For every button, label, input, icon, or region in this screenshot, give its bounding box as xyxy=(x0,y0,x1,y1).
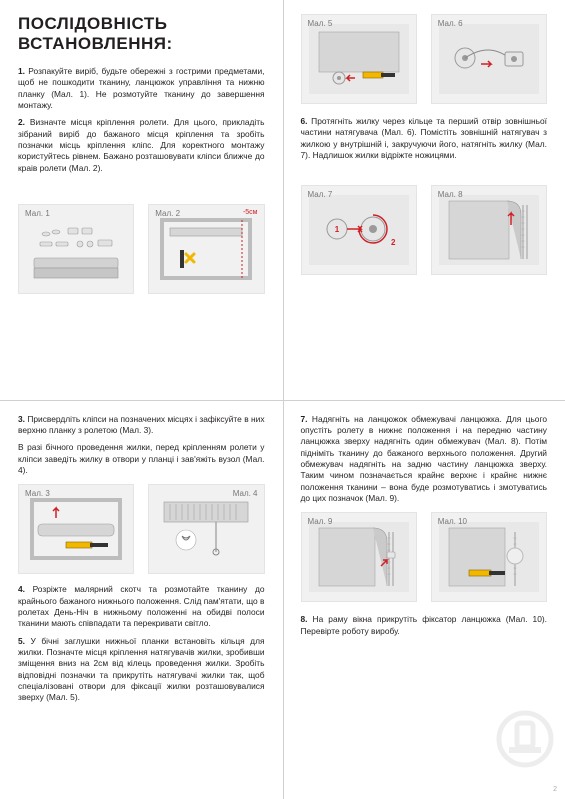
figure-8-svg xyxy=(439,195,539,265)
figure-10-label: Мал. 10 xyxy=(438,517,467,526)
quadrant-bottom-right: 7. Надягніть на ланцюжок обмежувачі ланц… xyxy=(283,400,565,799)
watermark-icon xyxy=(495,709,555,769)
step-8-text: На раму вікна прикрутіть фіксатор ланцюж… xyxy=(301,614,548,635)
step-1: 1. Розпакуйте виріб, будьте обережні з г… xyxy=(18,66,265,111)
figure-4-svg xyxy=(156,494,256,564)
step-6: 6. Протягніть жилку через кільце та перш… xyxy=(301,116,548,161)
step-3b: В разі бічного проведення жилки, перед к… xyxy=(18,442,265,476)
page-title: ПОСЛІДОВНІСТЬ ВСТАНОВЛЕННЯ: xyxy=(18,14,265,54)
step-3: 3. Присвердліть кліпси на позначених міс… xyxy=(18,414,265,437)
figure-9-label: Мал. 9 xyxy=(308,517,333,526)
figure-3: Мал. 3 xyxy=(18,484,134,574)
step-1-text: Розпакуйте виріб, будьте обережні з гост… xyxy=(18,66,265,110)
figure-3-label: Мал. 3 xyxy=(25,489,50,498)
quadrant-top-right: Мал. 5 Мал. 6 xyxy=(283,0,565,400)
step-6-text: Протягніть жилку через кільце та перший … xyxy=(301,116,548,160)
figure-7-svg: 1 2 xyxy=(309,195,409,265)
quadrant-bottom-left: 3. Присвердліть кліпси на позначених міс… xyxy=(0,400,283,799)
figure-7-label: Мал. 7 xyxy=(308,190,333,199)
step-3b-text: В разі бічного проведення жилки, перед к… xyxy=(18,442,265,475)
step-4: 4. Розріжте малярний скотч та розмотайте… xyxy=(18,584,265,629)
figure-5-label: Мал. 5 xyxy=(308,19,333,28)
figure-1: Мал. 1 xyxy=(18,204,134,294)
figure-2: Мал. 2 -5см xyxy=(148,204,264,294)
quadrant-top-left: ПОСЛІДОВНІСТЬ ВСТАНОВЛЕННЯ: 1. Розпакуйт… xyxy=(0,0,283,400)
figure-4: Мал. 4 xyxy=(148,484,264,574)
page-number: 2 xyxy=(553,786,557,793)
step-2-text: Визначте місця кріплення ролети. Для цьо… xyxy=(18,117,265,172)
step-7: 7. Надягніть на ланцюжок обмежувачі ланц… xyxy=(301,414,548,505)
step-3-text: Присвердліть кліпси на позначених місцях… xyxy=(18,414,265,435)
fig-row-7-8: Мал. 7 1 2 Мал. 8 xyxy=(301,185,548,275)
figure-1-svg xyxy=(26,214,126,284)
figure-6-label: Мал. 6 xyxy=(438,19,463,28)
step-5-text: У бічні заглушки нижньої планки встанові… xyxy=(18,636,265,703)
figure-10: Мал. 10 xyxy=(431,512,547,602)
fig-row-3-4: Мал. 3 Мал. 4 xyxy=(18,484,265,574)
fig-row-9-10: Мал. 9 Мал. 10 xyxy=(301,512,548,602)
figure-1-label: Мал. 1 xyxy=(25,209,50,218)
figure-4-label: Мал. 4 xyxy=(233,489,258,498)
figure-3-svg xyxy=(26,494,126,564)
figure-6: Мал. 6 xyxy=(431,14,547,104)
figure-9-svg xyxy=(309,522,409,592)
figure-2-dim: -5см xyxy=(243,209,258,216)
figure-2-label: Мал. 2 xyxy=(155,209,180,218)
figure-9: Мал. 9 xyxy=(301,512,417,602)
svg-text:1: 1 xyxy=(334,225,339,234)
step-5: 5. У бічні заглушки нижньої планки встан… xyxy=(18,636,265,704)
figure-7: Мал. 7 1 2 xyxy=(301,185,417,275)
step-7-text: Надягніть на ланцюжок обмежувачі ланцюжк… xyxy=(301,414,548,503)
figure-6-svg xyxy=(439,24,539,94)
figure-5-svg xyxy=(309,24,409,94)
figure-8: Мал. 8 xyxy=(431,185,547,275)
svg-text:2: 2 xyxy=(391,238,396,247)
step-4-text: Розріжте малярний скотч та розмотайте тк… xyxy=(18,584,265,628)
page: ПОСЛІДОВНІСТЬ ВСТАНОВЛЕННЯ: 1. Розпакуйт… xyxy=(0,0,565,799)
figure-5: Мал. 5 xyxy=(301,14,417,104)
step-2: 2. Визначте місця кріплення ролети. Для … xyxy=(18,117,265,174)
figure-2-svg xyxy=(156,214,256,284)
step-8: 8. На раму вікна прикрутіть фіксатор лан… xyxy=(301,614,548,637)
figure-8-label: Мал. 8 xyxy=(438,190,463,199)
figure-10-svg xyxy=(439,522,539,592)
fig-row-1-2: Мал. 1 Мал. 2 -5см xyxy=(18,204,265,294)
fig-row-5-6: Мал. 5 Мал. 6 xyxy=(301,14,548,104)
